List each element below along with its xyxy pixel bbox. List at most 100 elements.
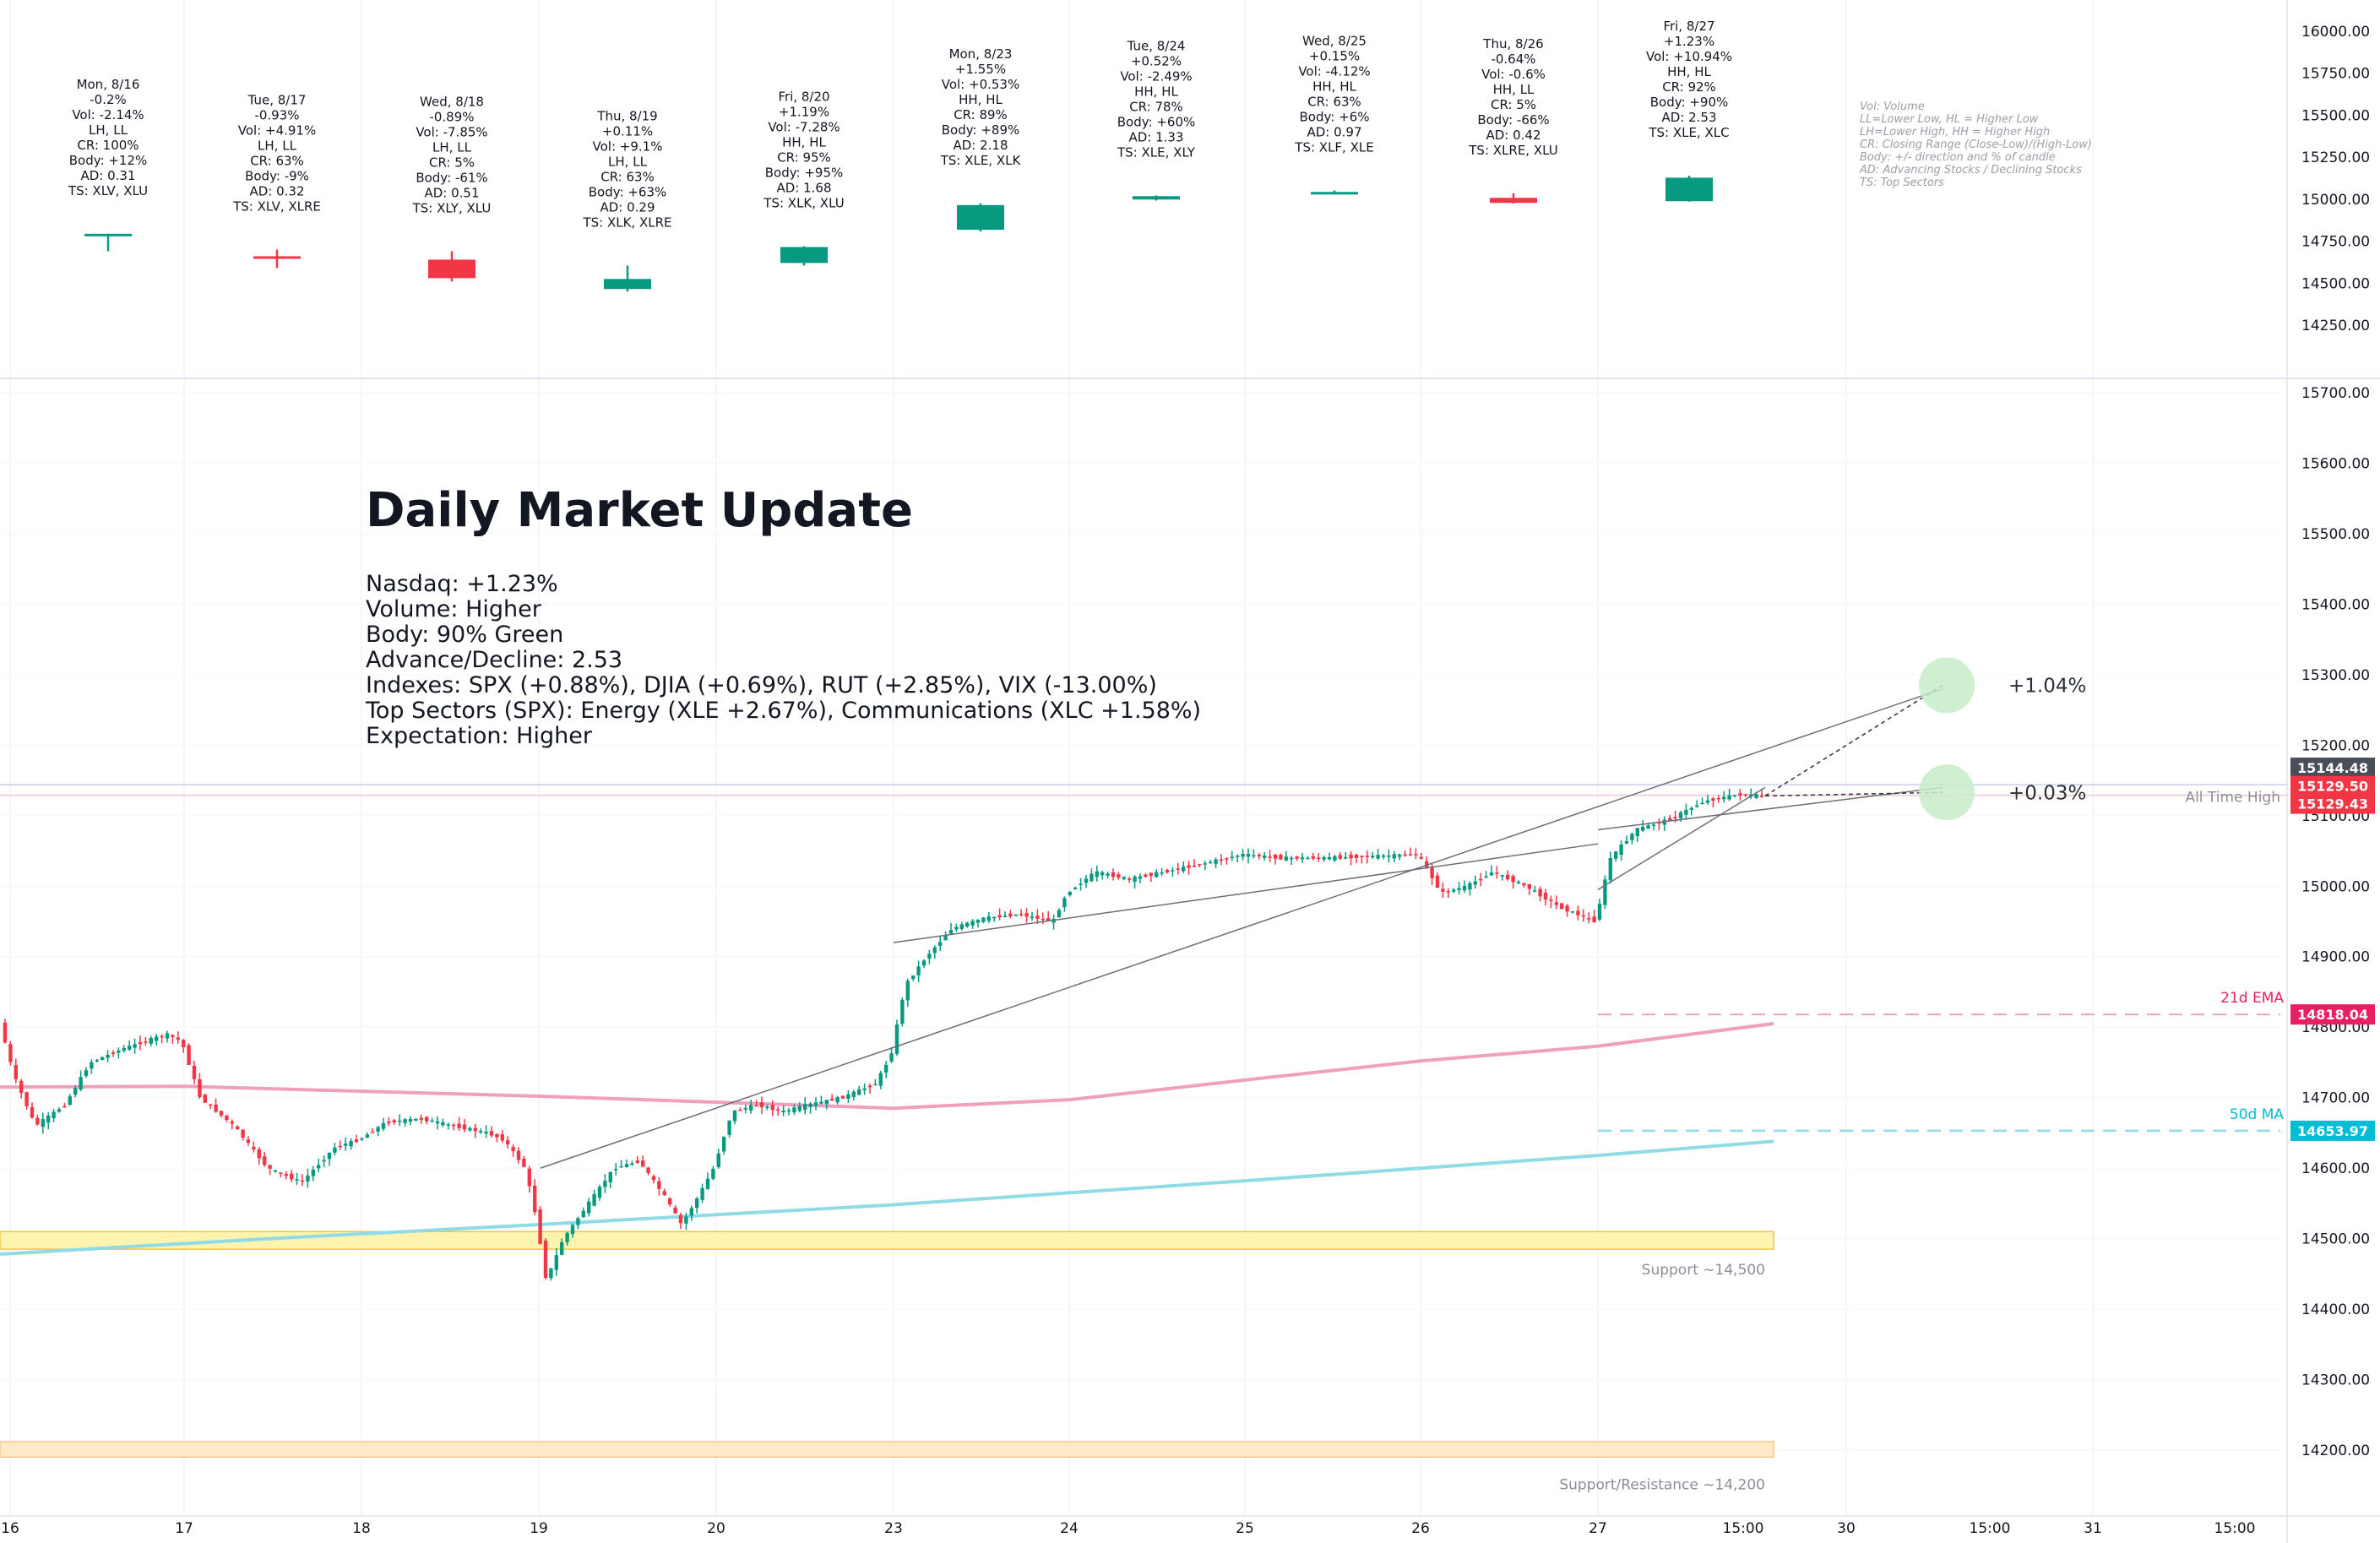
intraday-candle-body bbox=[473, 1127, 477, 1132]
intraday-candle-body bbox=[1392, 854, 1396, 859]
intraday-candle-body bbox=[1084, 878, 1089, 883]
intraday-candle-body bbox=[1035, 915, 1040, 920]
intraday-candle-body bbox=[1527, 883, 1531, 889]
intraday-candle-body bbox=[781, 1111, 785, 1113]
intraday-candle-body bbox=[662, 1191, 666, 1196]
legend-line: AD: Advancing Stocks / Declining Stocks bbox=[1859, 164, 2082, 177]
intraday-candle-body bbox=[14, 1065, 18, 1079]
intraday-candle-body bbox=[122, 1048, 126, 1051]
intraday-candle-body bbox=[176, 1037, 180, 1040]
top-price-tick: 14750.00 bbox=[2301, 234, 2370, 251]
daily-stat-label: Vol: -2.14% bbox=[72, 107, 144, 122]
x-tick-label: 19 bbox=[530, 1520, 548, 1537]
daily-stat-label: CR: 92% bbox=[1662, 79, 1716, 95]
intraday-candle-body bbox=[408, 1119, 413, 1122]
x-tick-label: 24 bbox=[1060, 1520, 1079, 1537]
daily-stat-label: TS: XLRE, XLU bbox=[1468, 143, 1557, 158]
intraday-candle-body bbox=[1214, 859, 1218, 864]
intraday-candle-body bbox=[300, 1180, 305, 1182]
intraday-candle-body bbox=[716, 1153, 720, 1168]
intraday-candle-body bbox=[986, 916, 991, 921]
intraday-candle-body bbox=[970, 921, 975, 926]
intraday-candle-body bbox=[295, 1179, 299, 1181]
intraday-candle-body bbox=[1360, 856, 1364, 857]
intraday-candle-body bbox=[1365, 856, 1369, 857]
daily-stat-label: Tue, 8/17 bbox=[247, 93, 307, 108]
summary-line-indexes: Indexes: SPX (+0.88%), DJIA (+0.69%), RU… bbox=[366, 672, 1157, 698]
intraday-candle-body bbox=[657, 1181, 661, 1189]
intraday-candle-body bbox=[160, 1035, 164, 1038]
daily-candle-body bbox=[957, 204, 1004, 231]
daily-stat-label: Body: +60% bbox=[1117, 114, 1196, 129]
summary-line-advance-decline: Advance/Decline: 2.53 bbox=[366, 647, 623, 673]
intraday-candle-body bbox=[1046, 918, 1051, 921]
intraday-candle-body bbox=[1236, 856, 1240, 857]
intraday-candle-body bbox=[646, 1167, 650, 1173]
intraday-candle-body bbox=[1495, 872, 1499, 874]
intraday-candle-body bbox=[333, 1147, 337, 1153]
intraday-candle-body bbox=[1446, 891, 1450, 893]
intraday-candle-body bbox=[1695, 805, 1699, 807]
intraday-candle-body bbox=[678, 1214, 683, 1224]
intraday-candle-body bbox=[1008, 913, 1013, 917]
intraday-candle-body bbox=[1155, 872, 1159, 877]
daily-stat-label: Body: -61% bbox=[416, 171, 487, 186]
bottom-price-tick: 15300.00 bbox=[2301, 667, 2370, 684]
ma-50d-line bbox=[0, 1139, 1774, 1256]
intraday-candle-body bbox=[62, 1106, 67, 1108]
market-update-summary: Daily Market Update Nasdaq: +1.23% Volum… bbox=[366, 483, 1464, 749]
intraday-candle-body bbox=[1322, 856, 1326, 860]
intraday-candle-body bbox=[673, 1207, 677, 1214]
intraday-candle-body bbox=[1457, 888, 1461, 891]
x-tick-label: 25 bbox=[1236, 1520, 1254, 1537]
intraday-candle-body bbox=[462, 1124, 467, 1130]
intraday-candle-body bbox=[797, 1106, 801, 1111]
intraday-candle-body bbox=[138, 1041, 143, 1045]
bottom-price-tick: 15200.00 bbox=[2301, 737, 2370, 754]
intraday-candle-body bbox=[889, 1053, 894, 1062]
daily-stat-label: CR: 100% bbox=[77, 138, 139, 153]
x-tick-label: 31 bbox=[2084, 1520, 2102, 1537]
intraday-candle-body bbox=[1479, 878, 1483, 881]
intraday-candle-body bbox=[155, 1036, 159, 1041]
projection-flat-target bbox=[1919, 764, 1975, 821]
daily-stat-label: +0.52% bbox=[1131, 53, 1182, 68]
intraday-candle-body bbox=[1349, 854, 1353, 859]
intraday-candle-body bbox=[398, 1120, 402, 1122]
daily-stat-label: Wed, 8/25 bbox=[1302, 34, 1367, 49]
intraday-candle-body bbox=[975, 920, 981, 923]
daily-stat-label: +1.23% bbox=[1664, 34, 1714, 49]
intraday-candle-body bbox=[1003, 915, 1008, 917]
x-tick-label: 17 bbox=[175, 1520, 193, 1537]
intraday-candle-body bbox=[8, 1044, 13, 1062]
intraday-candle-body bbox=[803, 1104, 807, 1111]
intraday-candle-body bbox=[1581, 915, 1585, 917]
bottom-price-tick: 14600.00 bbox=[2301, 1160, 2370, 1177]
intraday-candle-body bbox=[603, 1181, 607, 1187]
intraday-candle-body bbox=[46, 1115, 51, 1123]
bottom-price-tick: 14400.00 bbox=[2301, 1301, 2370, 1318]
daily-candle-body bbox=[604, 279, 651, 290]
intraday-candle-body bbox=[1576, 910, 1580, 915]
intraday-candle-body bbox=[1657, 822, 1661, 824]
daily-stat-label: LH, LL bbox=[432, 140, 472, 155]
intraday-candle-body bbox=[1203, 863, 1207, 865]
x-tick-label: 20 bbox=[707, 1520, 725, 1537]
x-tick-label: 16 bbox=[1, 1520, 19, 1537]
intraday-candle-body bbox=[214, 1104, 218, 1112]
intraday-candle-body bbox=[1279, 855, 1283, 860]
daily-stat-label: Body: +90% bbox=[1650, 95, 1729, 110]
daily-stat-label: Thu, 8/26 bbox=[1482, 36, 1543, 52]
daily-stat-label: AD: 0.29 bbox=[600, 199, 655, 215]
intraday-candle-body bbox=[479, 1131, 483, 1133]
daily-stat-label: +0.11% bbox=[602, 123, 653, 139]
daily-stat-label: CR: 5% bbox=[1491, 97, 1536, 112]
intraday-candle-body bbox=[597, 1187, 602, 1198]
intraday-candle-body bbox=[921, 960, 926, 966]
intraday-candle-body bbox=[786, 1110, 791, 1112]
legend-line: Vol: Volume bbox=[1860, 101, 1925, 113]
daily-stat-label: Wed, 8/18 bbox=[420, 95, 484, 110]
daily-stat-label: Mon, 8/23 bbox=[949, 46, 1013, 62]
intraday-candle-body bbox=[425, 1117, 429, 1122]
